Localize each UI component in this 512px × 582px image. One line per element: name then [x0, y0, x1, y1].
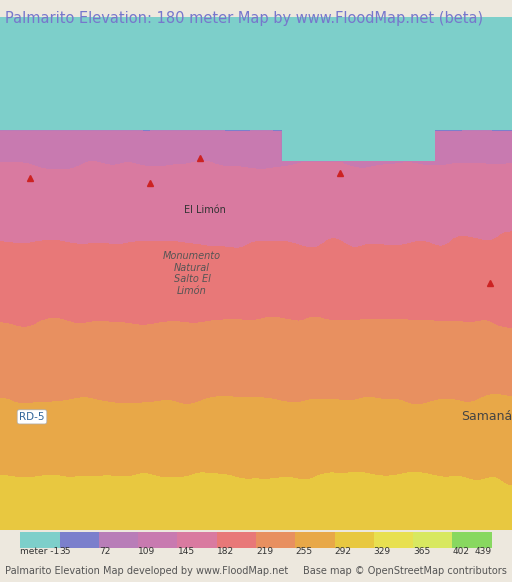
- Text: 402: 402: [452, 547, 470, 556]
- Text: 365: 365: [413, 547, 430, 556]
- Bar: [217, 532, 256, 548]
- Text: 329: 329: [374, 547, 391, 556]
- Bar: [60, 532, 99, 548]
- Bar: [256, 532, 295, 548]
- Bar: [99, 532, 138, 548]
- Text: 109: 109: [138, 547, 156, 556]
- Text: 255: 255: [295, 547, 312, 556]
- Text: El Limón: El Limón: [184, 204, 226, 215]
- Text: 145: 145: [178, 547, 195, 556]
- Text: 219: 219: [256, 547, 273, 556]
- Text: Palmarito Elevation: 180 meter Map by www.FloodMap.net (beta): Palmarito Elevation: 180 meter Map by ww…: [5, 12, 483, 26]
- Bar: [413, 532, 452, 548]
- Bar: [138, 532, 178, 548]
- Bar: [20, 532, 60, 548]
- Bar: [374, 532, 413, 548]
- Text: 72: 72: [99, 547, 111, 556]
- Bar: [295, 532, 334, 548]
- Bar: [452, 532, 492, 548]
- Text: Monumento
Natural
Salto El
Limón: Monumento Natural Salto El Limón: [163, 251, 221, 296]
- Bar: [178, 532, 217, 548]
- Bar: [334, 532, 374, 548]
- Text: meter -1: meter -1: [20, 547, 60, 556]
- Text: 439: 439: [475, 547, 492, 556]
- Text: 182: 182: [217, 547, 234, 556]
- Text: RD-5: RD-5: [19, 412, 45, 422]
- Text: Base map © OpenStreetMap contributors: Base map © OpenStreetMap contributors: [303, 566, 507, 576]
- Text: 292: 292: [334, 547, 352, 556]
- Text: Palmarito Elevation Map developed by www.FloodMap.net: Palmarito Elevation Map developed by www…: [5, 566, 288, 576]
- Text: Samaná: Samaná: [461, 410, 512, 423]
- Text: 35: 35: [60, 547, 71, 556]
